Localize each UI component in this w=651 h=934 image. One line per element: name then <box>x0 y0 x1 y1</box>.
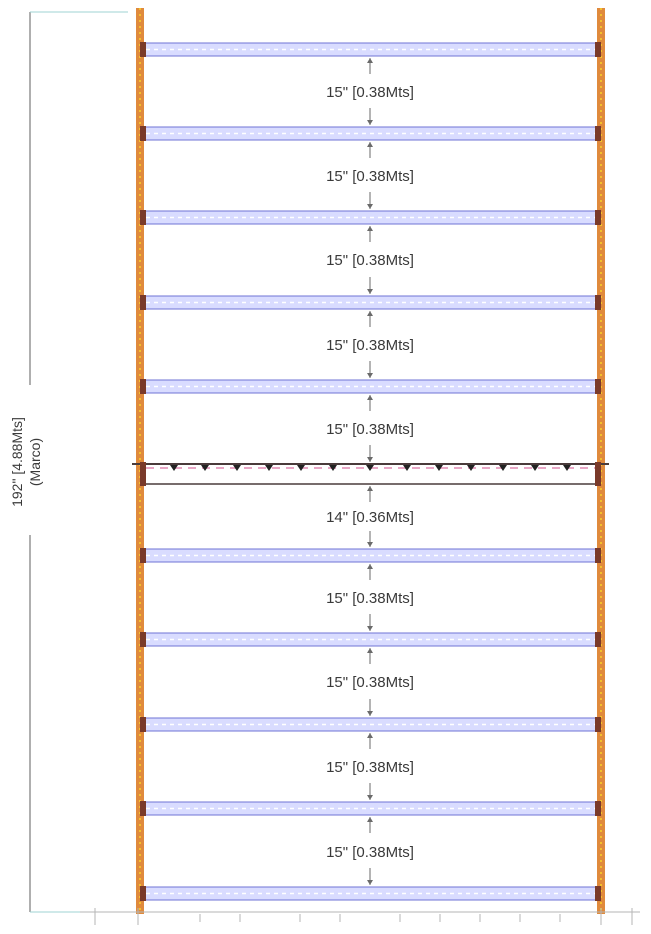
beam-level-4 <box>140 295 601 310</box>
beam-level-3 <box>140 210 601 225</box>
spacing-dimension-9: 15" [0.38Mts] <box>326 733 414 800</box>
spacing-dimension-8: 15" [0.38Mts] <box>326 648 414 716</box>
floor-baseline <box>80 908 640 925</box>
spacing-label: 15" [0.38Mts] <box>326 844 414 861</box>
spacing-label: 15" [0.38Mts] <box>326 337 414 354</box>
beam-level-7 <box>140 632 601 647</box>
left-upright <box>136 8 144 914</box>
right-upright <box>597 8 605 914</box>
spacing-label: 15" [0.38Mts] <box>326 168 414 185</box>
spacing-dimension-6: 14" [0.36Mts] <box>326 486 414 547</box>
beam-level-1 <box>140 42 601 57</box>
beam-level-5 <box>140 379 601 394</box>
spacing-label: 15" [0.38Mts] <box>326 421 414 438</box>
beam-level-9 <box>140 801 601 816</box>
spacing-label: 15" [0.38Mts] <box>326 759 414 776</box>
spacing-label: 15" [0.38Mts] <box>326 590 414 607</box>
spacing-dimension-7: 15" [0.38Mts] <box>326 564 414 631</box>
spacing-dimension-1: 15" [0.38Mts] <box>326 58 414 125</box>
spacing-dimension-10: 15" [0.38Mts] <box>326 817 414 885</box>
total-height-label: 192" [4.88Mts] <box>9 417 25 507</box>
total-height-note: (Marco) <box>27 438 43 486</box>
deck-level <box>132 462 609 486</box>
spacing-dimension-5: 15" [0.38Mts] <box>326 395 414 462</box>
spacing-label: 15" [0.38Mts] <box>326 252 414 269</box>
beam-level-6 <box>140 548 601 563</box>
beam-level-8 <box>140 717 601 732</box>
spacing-dimension-2: 15" [0.38Mts] <box>326 142 414 209</box>
spacing-label: 14" [0.36Mts] <box>326 509 414 526</box>
spacing-label: 15" [0.38Mts] <box>326 84 414 101</box>
beam-level-10 <box>140 886 601 901</box>
spacing-dimension-3: 15" [0.38Mts] <box>326 226 414 294</box>
beam-level-2 <box>140 126 601 141</box>
spacing-dimension-4: 15" [0.38Mts] <box>326 311 414 378</box>
total-height-dimension: 192" [4.88Mts] (Marco) <box>9 11 128 913</box>
spacing-label: 15" [0.38Mts] <box>326 674 414 691</box>
